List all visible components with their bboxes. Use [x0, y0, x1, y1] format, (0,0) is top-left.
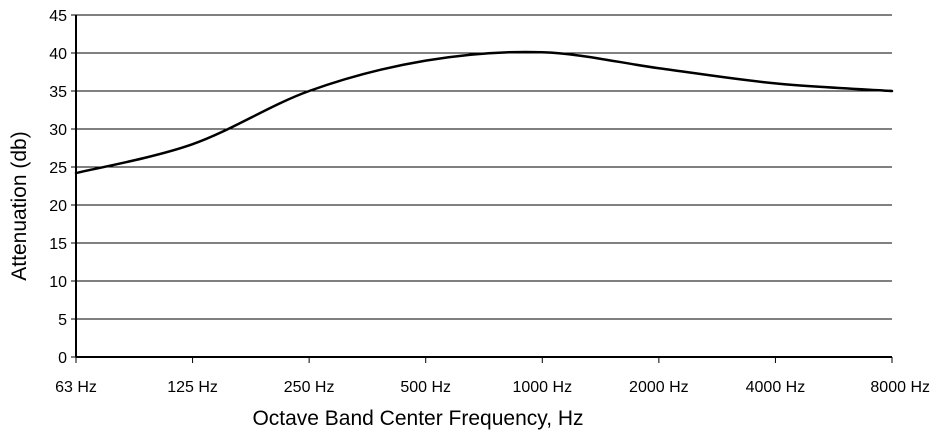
y-tick-label: 10 — [49, 274, 67, 291]
y-tick-label: 40 — [49, 46, 67, 63]
x-tick-label: 1000 Hz — [512, 379, 572, 396]
series-layer — [74, 50, 894, 175]
x-tick-label: 500 Hz — [400, 379, 451, 396]
y-axis-title: Attenuation (db) — [8, 131, 31, 280]
y-tick-label: 20 — [49, 198, 67, 215]
x-axis-title: Octave Band Center Frequency, Hz — [252, 407, 583, 430]
x-tick-label: 2000 Hz — [629, 379, 689, 396]
grid-layer — [76, 14, 892, 320]
y-tick-label: 30 — [49, 122, 67, 139]
y-tick-label: 25 — [49, 160, 67, 177]
series-line-0 — [74, 50, 894, 175]
y-tick-label: 15 — [49, 236, 67, 253]
x-tick-label: 63 Hz — [55, 379, 97, 396]
x-tick-label: 125 Hz — [167, 379, 218, 396]
y-tick-label: 5 — [58, 312, 67, 329]
x-tick-label: 8000 Hz — [870, 379, 930, 396]
x-tick-label: 4000 Hz — [746, 379, 806, 396]
y-tick-label: 0 — [58, 350, 67, 367]
axes-layer — [75, 15, 892, 358]
ticks-layer: 0 5 10 15 20 25 30 35 40 45 63 Hz 125 Hz 250 Hz 500 H… — [49, 8, 930, 396]
x-tick-label: 250 Hz — [284, 379, 335, 396]
y-tick-label: 45 — [49, 8, 67, 25]
y-tick-label: 35 — [49, 84, 67, 101]
